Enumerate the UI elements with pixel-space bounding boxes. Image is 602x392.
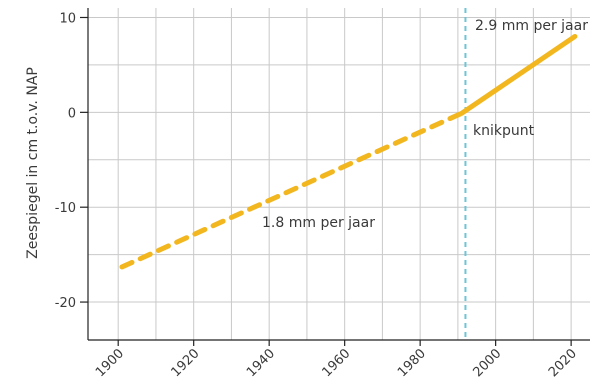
series-line-solid	[459, 33, 578, 116]
axes	[80, 8, 590, 346]
y-tick-label: -10	[55, 201, 76, 216]
y-tick-label: 0	[68, 106, 76, 121]
x-tick-label: 2000	[470, 346, 504, 380]
y-tick-label: -20	[55, 296, 76, 311]
x-tick-label: 1980	[395, 346, 429, 380]
annotation-rate-recent: 2.9 mm per jaar	[475, 18, 588, 34]
series-line-dashed	[119, 110, 465, 270]
y-axis-label: Zeespiegel in cm t.o.v. NAP	[25, 67, 41, 259]
x-tick-label: 1960	[319, 346, 353, 380]
annotation-rate-past: 1.8 mm per jaar	[262, 215, 375, 231]
x-tick-label: 1920	[169, 346, 203, 380]
grid	[88, 8, 590, 340]
labels: -20 -10 0 10 1900 1920 1940 1960 1980 2000 2020	[55, 11, 580, 380]
x-tick-label: 1900	[93, 346, 127, 380]
series-layer	[119, 8, 578, 340]
x-tick-label: 1940	[244, 346, 278, 380]
x-tick-label: 2020	[546, 346, 580, 380]
y-tick-label: 10	[59, 11, 76, 26]
annotation-breakpoint: knikpunt	[473, 123, 535, 139]
